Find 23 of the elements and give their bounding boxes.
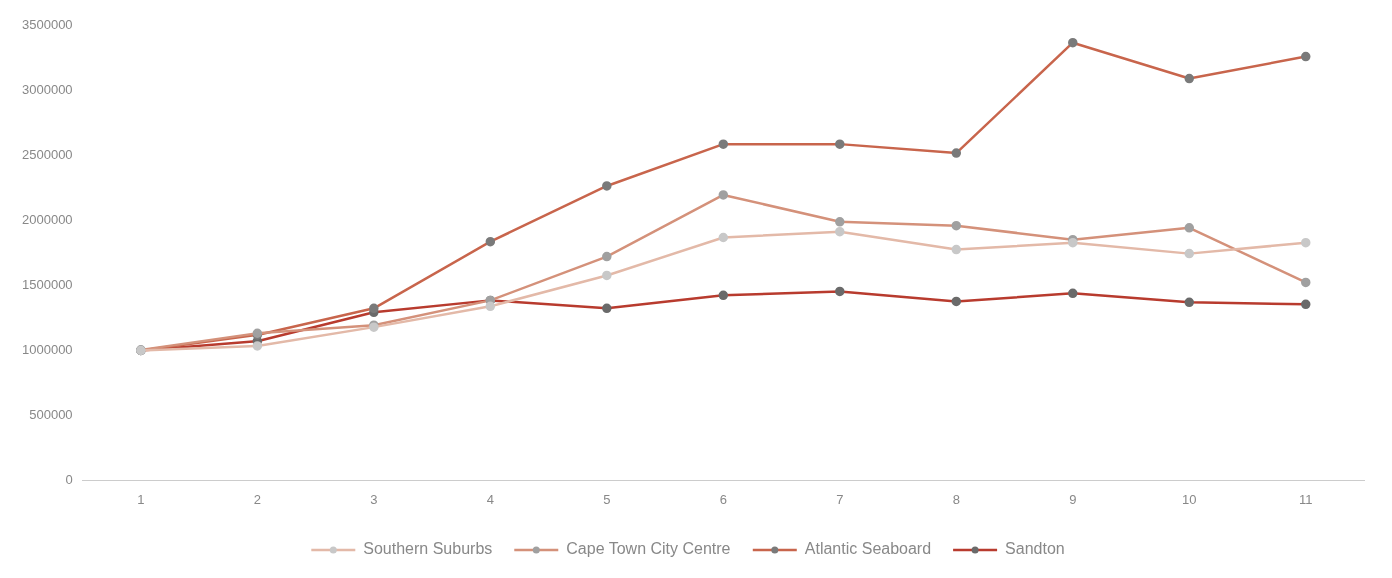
x-tick-label: 4 xyxy=(486,491,494,507)
x-tick-label: 6 xyxy=(719,491,727,507)
x-tick-label: 10 xyxy=(1182,491,1197,507)
y-tick-label: 2500000 xyxy=(21,147,73,163)
y-tick-label: 500000 xyxy=(29,407,73,423)
y-tick-label: 3000000 xyxy=(21,82,73,98)
legend-label: Sandton xyxy=(1005,540,1065,558)
y-tick-label: 0 xyxy=(65,471,73,487)
legend-label: Southern Suburbs xyxy=(363,540,493,558)
legend-label: Cape Town City Centre xyxy=(566,540,731,558)
x-tick-label: 11 xyxy=(1299,491,1313,507)
x-tick-label: 9 xyxy=(1069,491,1077,507)
y-tick-label: 1500000 xyxy=(21,277,73,293)
y-tick-label: 3500000 xyxy=(21,17,73,33)
x-tick-label: 3 xyxy=(370,491,378,507)
x-tick-label: 7 xyxy=(836,491,844,507)
x-tick-label: 2 xyxy=(253,491,261,507)
x-tick-label: 1 xyxy=(137,491,145,507)
y-tick-label: 1000000 xyxy=(21,342,73,358)
legend-label: Atlantic Seaboard xyxy=(804,540,932,558)
x-tick-label: 5 xyxy=(603,491,611,507)
x-tick-label: 8 xyxy=(952,491,960,507)
y-tick-label: 2000000 xyxy=(21,212,73,228)
